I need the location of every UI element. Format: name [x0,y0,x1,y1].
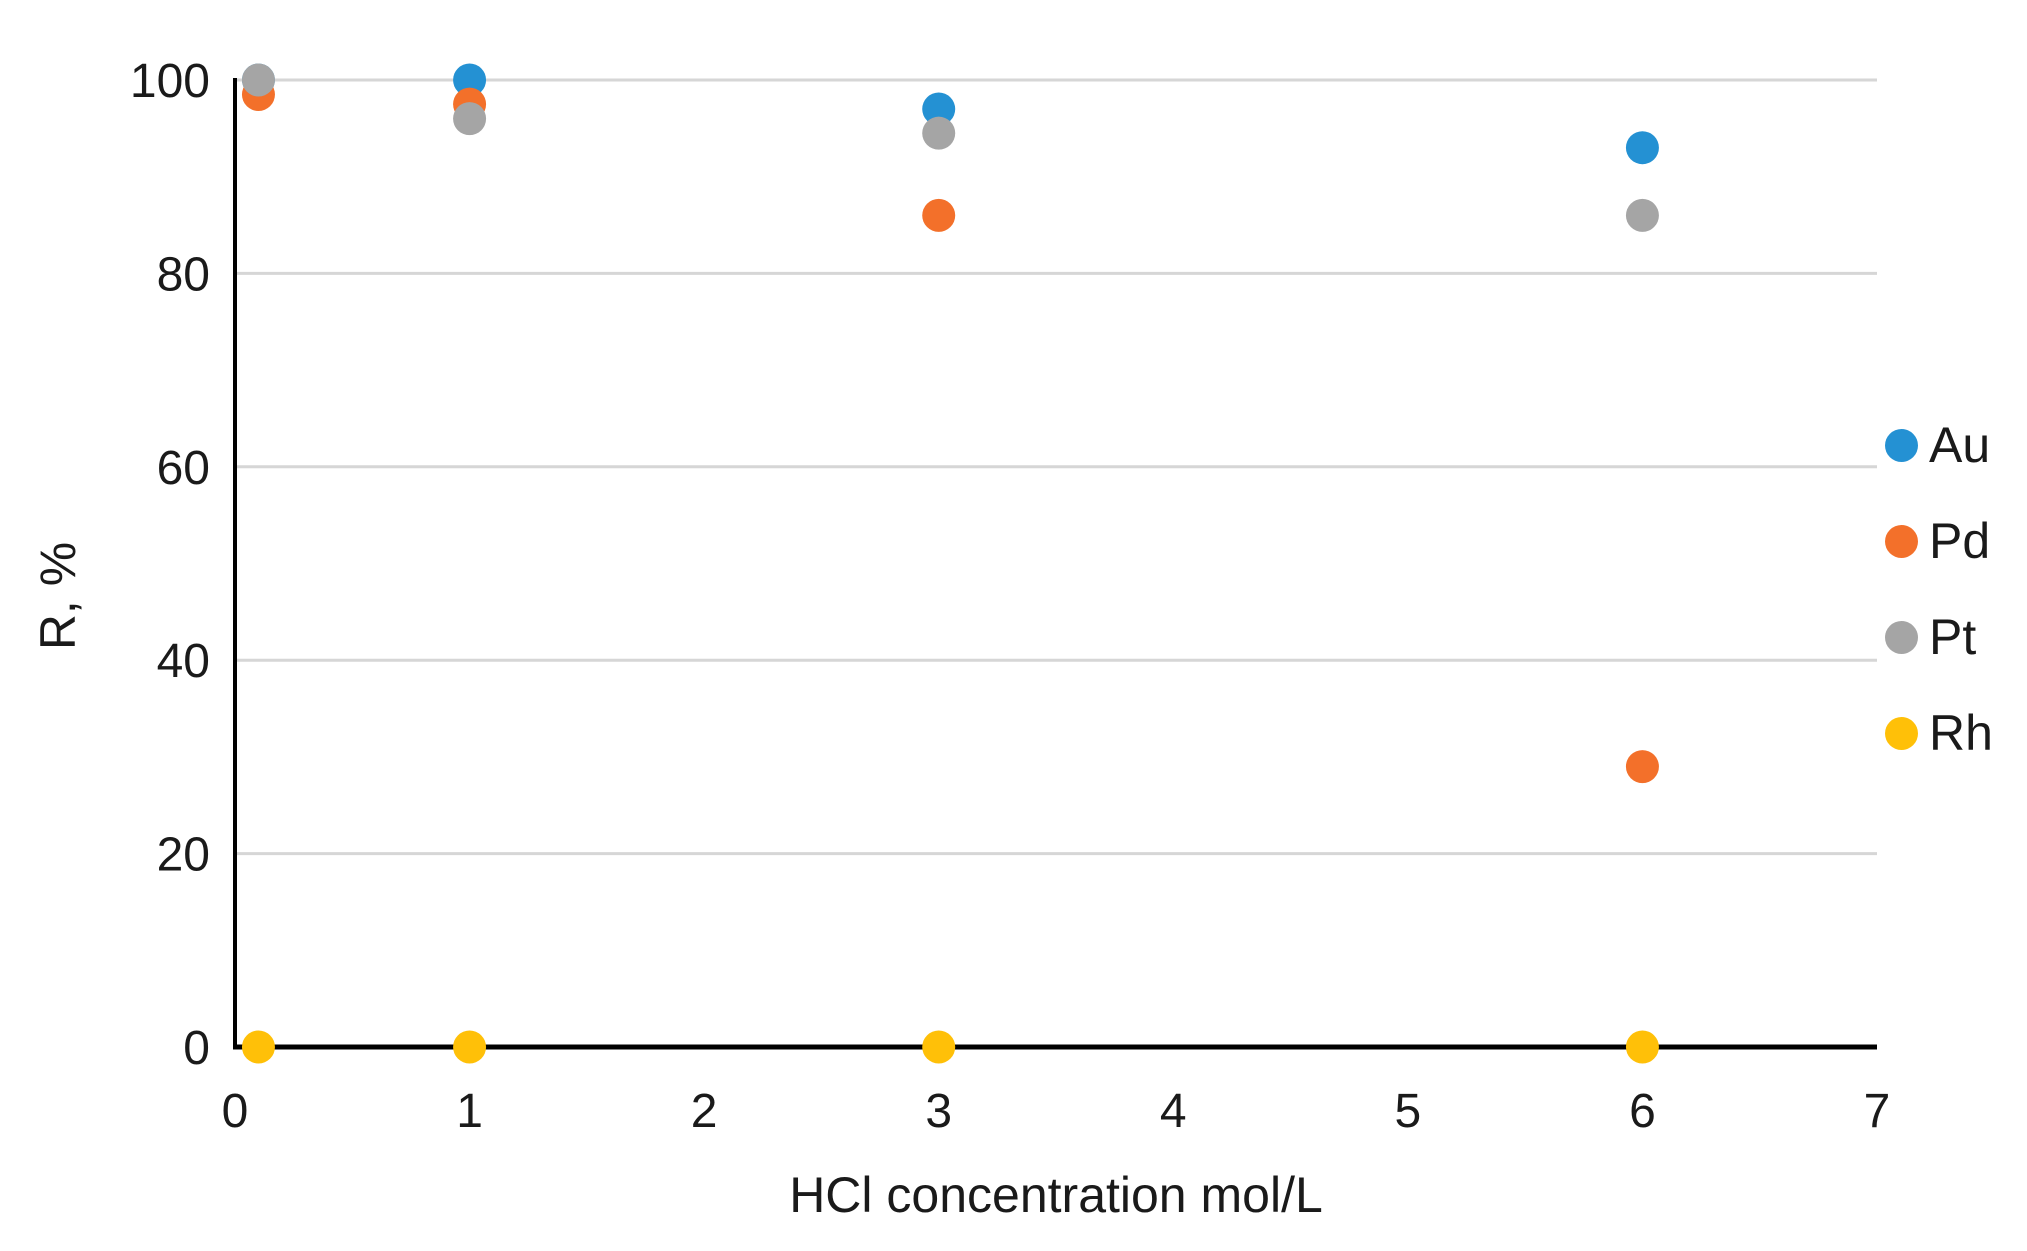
data-point-pd [1625,750,1659,784]
data-point-rh [241,1030,275,1064]
legend-label-au: Au [1929,417,1991,473]
x-tick-label-5: 5 [1395,1085,1422,1138]
y-tick-label-80: 80 [157,248,210,301]
x-tick-label-2: 2 [691,1085,718,1138]
data-point-au [1625,131,1659,165]
legend-label-pd: Pd [1929,513,1991,569]
y-axis-title: R, % [30,541,86,651]
legend-label-pt: Pt [1929,609,1977,665]
data-point-au [922,92,956,126]
data-point-rh [453,1030,487,1064]
legend-item-pt: Pt [1885,611,1976,663]
y-tick-label-40: 40 [157,635,210,688]
x-tick-label-4: 4 [1160,1085,1187,1138]
x-tick-label-6: 6 [1629,1085,1656,1138]
data-point-au [453,63,487,97]
x-tick-label-0: 0 [222,1085,249,1138]
legend-item-pd: Pd [1885,515,1990,567]
legend-label-rh: Rh [1929,705,1993,761]
legend-item-au: Au [1885,419,1990,471]
data-point-pt [1625,198,1659,232]
data-point-rh [922,1030,956,1064]
data-point-pt [241,63,275,97]
data-point-pt [922,116,956,150]
y-tick-label-20: 20 [157,829,210,882]
y-tick-label-60: 60 [157,442,210,495]
x-tick-label-7: 7 [1864,1085,1891,1138]
legend-marker-rh-icon [1885,716,1918,750]
legend: Au Pd Pt Rh [1885,0,2027,1251]
data-point-rh [1625,1030,1659,1064]
x-axis-title: HCl concentration mol/L [789,1167,1323,1223]
legend-marker-pt-icon [1885,620,1918,654]
data-point-pt [453,102,487,136]
y-tick-label-100: 100 [130,55,210,108]
legend-marker-pd-icon [1885,524,1918,558]
x-tick-label-3: 3 [925,1085,952,1138]
legend-item-rh: Rh [1885,707,1993,759]
legend-marker-au-icon [1885,428,1918,462]
y-tick-label-0: 0 [183,1022,210,1075]
data-point-pd [922,198,956,232]
x-tick-label-1: 1 [456,1085,483,1138]
